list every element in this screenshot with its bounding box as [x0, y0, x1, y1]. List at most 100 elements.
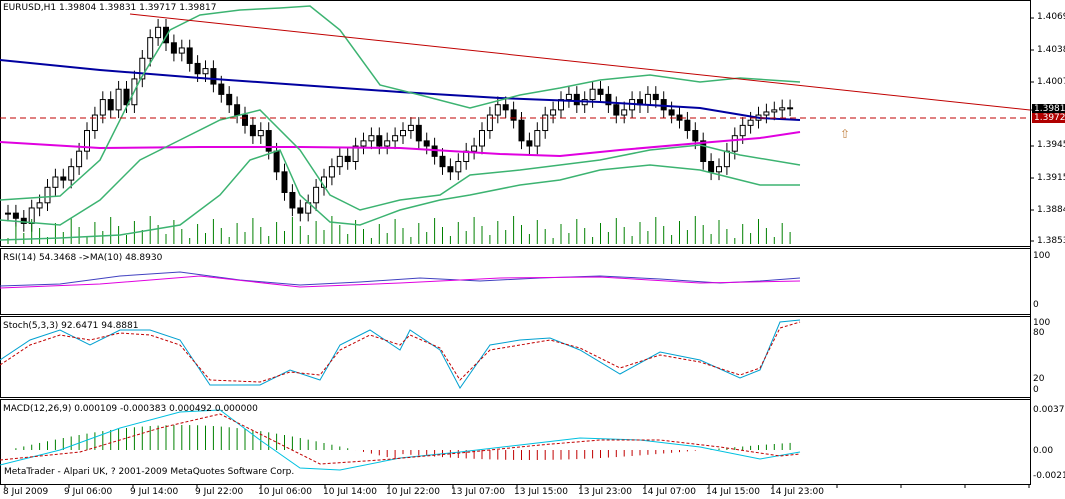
stoch-signal-line [0, 321, 801, 383]
time-label: 14 Jul 15:00 [706, 487, 760, 497]
candle-body [392, 135, 399, 142]
candle-body [234, 104, 241, 116]
candle-body [242, 114, 248, 126]
time-label: 8 Jul 2009 [3, 487, 49, 497]
candle-body [652, 93, 659, 101]
candle-body [439, 155, 446, 168]
bollinger-mid [0, 109, 801, 226]
candle-body [297, 207, 304, 214]
price-label: 1.40070 [1037, 77, 1065, 87]
candle-body [400, 130, 406, 137]
price-label: 1.40690 [1037, 12, 1065, 22]
candle-body [328, 166, 335, 178]
candle-body [210, 68, 217, 85]
candle-body [139, 57, 146, 80]
time-label: 9 Jul 06:00 [64, 487, 113, 497]
trendline [129, 13, 1031, 111]
candle-body [597, 88, 604, 95]
candle-body [763, 111, 770, 116]
candle-body [771, 109, 778, 113]
candle-body [479, 130, 485, 147]
candle-body [281, 171, 288, 193]
candle-body [684, 119, 691, 132]
price-label: 1.38840 [1037, 205, 1065, 215]
candle-body [178, 47, 185, 54]
candle-body [692, 130, 699, 142]
candle-body [447, 166, 454, 173]
candle-body [84, 130, 90, 152]
candle-body [368, 135, 375, 142]
candle-body [68, 166, 75, 181]
candle-body [731, 135, 738, 152]
main-chart-title: EURUSD,H1 1.39804 1.39831 1.39717 1.3981… [3, 3, 217, 13]
candle-body [123, 88, 130, 106]
rsi-line [0, 271, 801, 287]
candle-body [186, 47, 193, 64]
candle-body [613, 104, 620, 116]
candle-body [249, 124, 256, 137]
stoch-level: 20 [1033, 374, 1045, 384]
current-price-tag: 1.39817 [1032, 104, 1065, 114]
candle-body [668, 109, 675, 116]
candle-body [550, 109, 557, 116]
candle-body [226, 93, 233, 106]
bollinger-lower [0, 149, 800, 241]
rsi-level: 100 [1033, 251, 1051, 261]
candle-body [534, 130, 541, 147]
candle-body [471, 145, 478, 152]
candle-body [502, 104, 509, 111]
macd-main-line [0, 409, 801, 471]
candle-body [565, 93, 572, 101]
candle-body [155, 26, 162, 39]
price-label: 1.38530 [1037, 236, 1065, 246]
time-label: 14 Jul 23:00 [770, 487, 824, 497]
candle-body [60, 176, 67, 181]
main-panel [0, 0, 1031, 247]
price-label: 1.39150 [1037, 173, 1065, 183]
candle-body [107, 99, 114, 111]
time-label: 10 Jul 06:00 [258, 487, 312, 497]
candle-body [76, 150, 83, 168]
candle-body [313, 186, 320, 204]
candle-body [723, 150, 730, 168]
candle-body [336, 155, 343, 168]
candle-body [91, 114, 98, 132]
stoch-level: 100 [1033, 318, 1051, 328]
line-price-tag: 1.39725 [1032, 113, 1065, 123]
candle-body [455, 161, 462, 173]
candle-body [621, 109, 628, 116]
candle-body [194, 62, 201, 75]
candle-body [44, 186, 51, 204]
candle-body [352, 145, 359, 163]
candle-body [218, 83, 225, 95]
time-label: 13 Jul 23:00 [578, 487, 632, 497]
candle-body [147, 37, 154, 59]
candle-body [115, 88, 122, 111]
bollinger-upper [0, 5, 801, 201]
macd-signal-line [0, 413, 801, 465]
candle-body [573, 93, 580, 106]
candle-body [407, 124, 414, 132]
macd-level: -0.00212 [1033, 471, 1065, 481]
ma-line-blue [0, 59, 801, 121]
stoch-title: Stoch(5,3,3) 92.6471 94.8881 [3, 321, 139, 331]
time-label: 9 Jul 14:00 [130, 487, 179, 497]
candle-body [52, 176, 59, 188]
candle-body [344, 155, 351, 163]
time-label: 13 Jul 15:00 [514, 487, 568, 497]
watermark: MetaTrader - Alpari UK, ? 2001-2009 Meta… [4, 467, 295, 477]
candle-body [20, 217, 27, 224]
candle-body [360, 140, 367, 147]
time-label: 10 Jul 14:00 [323, 487, 377, 497]
candle-body [716, 166, 722, 173]
candle-body [605, 93, 612, 106]
candle-body [747, 119, 754, 126]
time-label: 14 Jul 07:00 [642, 487, 696, 497]
stoch-panel [0, 316, 1031, 398]
time-label: 9 Jul 22:00 [195, 487, 244, 497]
stoch-level: 80 [1033, 328, 1045, 338]
candle-body [415, 124, 422, 142]
candle-body [163, 26, 169, 44]
